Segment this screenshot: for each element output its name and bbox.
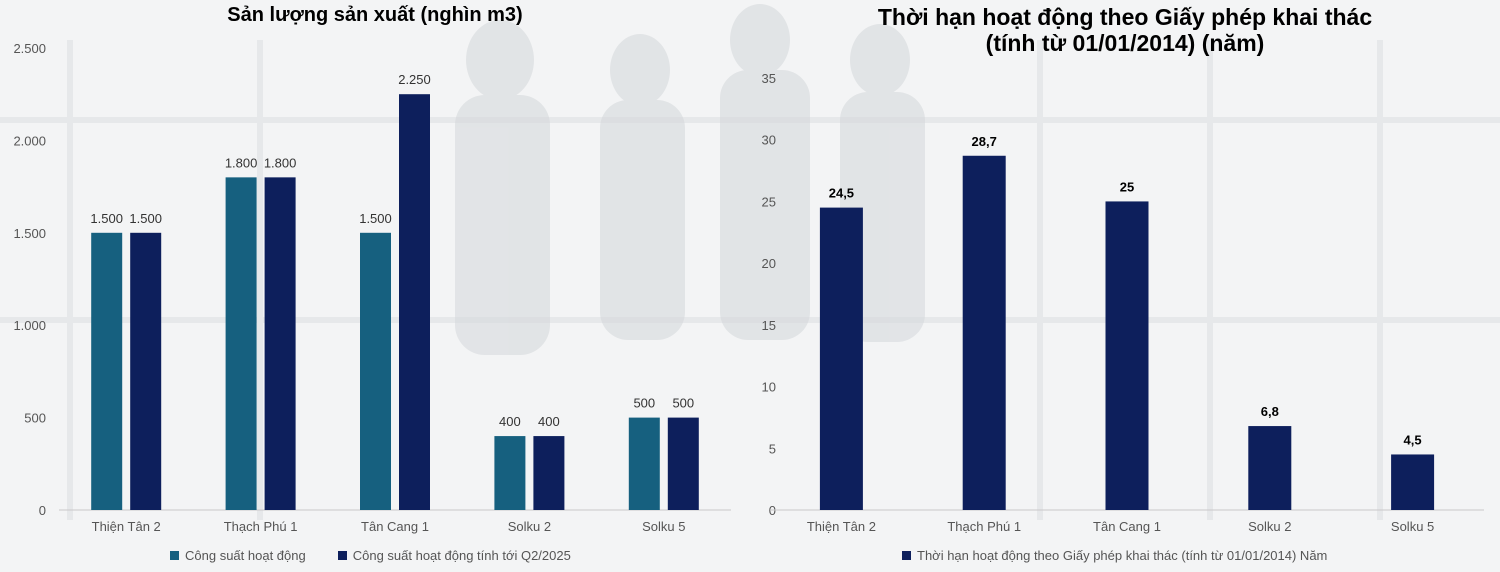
bar (264, 177, 296, 511)
legend-item: Công suất hoạt động (170, 548, 306, 563)
y-tick-label: 2.500 (13, 41, 46, 56)
y-tick-label: 10 (762, 380, 776, 395)
x-tick-label: Solku 2 (508, 519, 551, 534)
y-tick-label: 1.500 (13, 226, 46, 241)
x-tick-label: Thạch Phú 1 (947, 519, 1021, 534)
legend-swatch (170, 551, 179, 560)
data-label: 28,7 (972, 134, 997, 149)
legend-label: Công suất hoạt động (185, 548, 306, 563)
license-term-chart: Thời hạn hoạt động theo Giấy phép khai t… (750, 0, 1500, 572)
x-tick-label: Tân Cang 1 (1093, 519, 1161, 534)
x-tick-label: Tân Cang 1 (361, 519, 429, 534)
x-tick-label: Thiện Tân 2 (807, 519, 876, 534)
chart-title: Sản lượng sản xuất (nghìn m3) (227, 4, 523, 26)
bar (1105, 201, 1149, 510)
y-tick-label: 2.000 (13, 133, 46, 148)
legend-item: Thời hạn hoạt động theo Giấy phép khai t… (902, 548, 1327, 563)
y-tick-label: 20 (762, 256, 776, 271)
data-label: 4,5 (1404, 432, 1422, 447)
bar (360, 232, 391, 511)
data-label: 2.250 (398, 72, 431, 87)
data-label: 400 (499, 414, 521, 429)
data-label: 25 (1120, 179, 1134, 194)
bar (1248, 426, 1292, 510)
chart-plot-area: 0 500 1.000 1.500 2.000 2.500 Thiện Tân 2 1.500… (13, 41, 731, 534)
bar (962, 155, 1006, 510)
bar (494, 436, 526, 510)
legend-swatch (902, 551, 911, 560)
bar (91, 232, 123, 511)
data-label: 400 (538, 414, 560, 429)
x-tick-label: Solku 2 (1248, 519, 1291, 534)
chart-title-line: Thời hạn hoạt động theo Giấy phép khai t… (877, 4, 1373, 30)
legend-item: Công suất hoạt động tính tới Q2/2025 (337, 548, 571, 563)
legend-swatch (337, 551, 347, 560)
y-tick-label: 35 (762, 71, 776, 86)
legend-label: Thời hạn hoạt động theo Giấy phép khai t… (917, 548, 1328, 563)
chart-title-line: (tính từ 01/01/2014) (năm) (985, 30, 1265, 57)
y-tick-label: 0 (39, 503, 46, 518)
y-tick-label: 25 (762, 194, 776, 209)
data-label: 1.800 (225, 155, 258, 170)
chart-legend: Công suất hoạt động Công suất hoạt động … (170, 548, 603, 563)
y-tick-label: 500 (24, 411, 46, 426)
x-tick-label: Solku 5 (1391, 519, 1434, 534)
y-tick-label: 30 (762, 133, 776, 148)
data-label: 1.500 (129, 211, 162, 226)
data-label: 500 (672, 396, 694, 411)
bar (399, 94, 430, 510)
data-label: 1.500 (90, 211, 123, 226)
data-label: 500 (633, 396, 655, 411)
chart-title: Thời hạn hoạt động theo Giấy phép khai t… (750, 4, 1500, 57)
data-label: 1.800 (264, 155, 297, 170)
y-tick-label: 1.000 (13, 318, 46, 333)
x-tick-label: Thiện Tân 2 (92, 519, 161, 534)
chart-legend: Thời hạn hoạt động theo Giấy phép khai t… (902, 548, 1359, 563)
bar (225, 177, 257, 511)
bar (819, 207, 863, 510)
bar (1391, 454, 1435, 510)
bar (628, 417, 660, 510)
bar (667, 417, 699, 510)
data-label: 1.500 (359, 211, 392, 226)
x-tick-label: Thạch Phú 1 (224, 519, 298, 534)
bar (533, 436, 565, 510)
legend-label: Công suất hoạt động tính tới Q2/2025 (352, 548, 571, 563)
production-chart: Sản lượng sản xuất (nghìn m3) 0 500 1.000 1… (13, 4, 731, 563)
y-tick-label: 5 (769, 441, 776, 456)
bar (130, 232, 162, 511)
y-tick-label: 15 (762, 318, 776, 333)
data-label: 6,8 (1261, 404, 1279, 419)
x-tick-label: Solku 5 (642, 519, 685, 534)
data-label: 24,5 (829, 186, 854, 201)
